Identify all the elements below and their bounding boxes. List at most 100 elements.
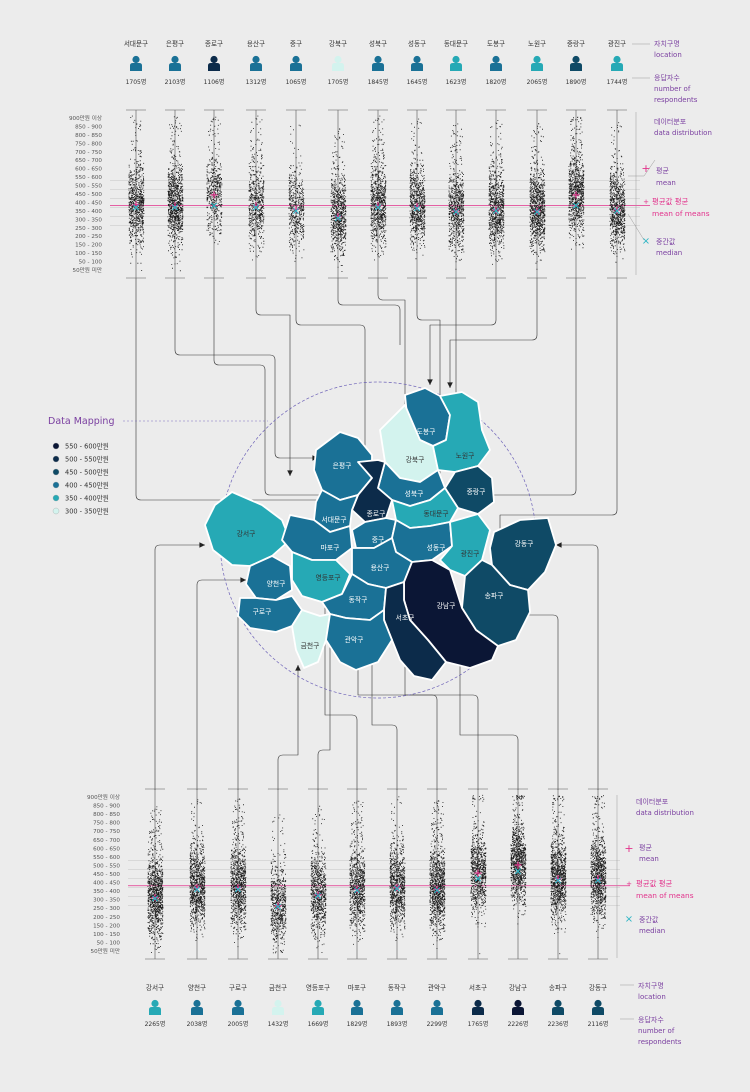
district-name: 도봉구 (487, 40, 505, 48)
side-label: respondents (654, 96, 698, 104)
respondent-count: 2065명 (527, 78, 548, 86)
connector-line (510, 614, 559, 790)
side-label: 데이터분포 (636, 797, 669, 806)
map-district-label: 노원구 (456, 451, 475, 460)
median-marker (493, 207, 499, 214)
median-marker (375, 204, 381, 211)
mean-symbol: + (624, 842, 633, 855)
district-name: 광진구 (608, 39, 626, 48)
connector-line (174, 278, 318, 459)
median-marker (573, 202, 579, 209)
respondent-person-icon (472, 999, 484, 1015)
strip-dots (288, 124, 305, 262)
scale-tick-label: 150 - 200 (75, 243, 102, 249)
district-name: 서대문구 (124, 39, 148, 48)
district-strip-구로구 (228, 788, 248, 960)
strip-dots (230, 798, 247, 948)
data-mapping-label: Data Mapping (48, 416, 114, 427)
map-district-label: 양천구 (267, 579, 286, 588)
mean-marker (533, 207, 541, 215)
scale-tick-label: 800 - 850 (93, 812, 120, 818)
scale-tick-label: 350 - 400 (93, 889, 120, 895)
median-marker (133, 204, 139, 211)
connector-arrow (427, 379, 433, 385)
strip-dots (349, 800, 366, 945)
respondent-count: 2038명 (187, 1020, 208, 1028)
respondent-count: 1432명 (268, 1020, 289, 1028)
legend-label: 450 - 500만원 (65, 468, 109, 477)
legend-label: 350 - 400만원 (65, 494, 109, 503)
district-shape-강서구 (204, 491, 291, 567)
connector-line (499, 278, 618, 548)
side-label: 응답자수 (654, 73, 680, 82)
district-shape-마포구 (281, 514, 353, 561)
connector-line (459, 632, 519, 790)
district-name: 중랑구 (567, 40, 585, 48)
district-strip-도봉구 (486, 109, 506, 279)
median-marker (275, 903, 281, 910)
strip-dots (330, 128, 347, 272)
connector-line (371, 608, 398, 790)
median-marker (335, 215, 341, 222)
bottom-district-strips: 900만원 이상 850 - 900 800 - 850 750 - 800 700 -… (87, 788, 630, 1028)
respondent-count: 1744명 (607, 78, 628, 86)
map-district-label: 강남구 (437, 601, 456, 610)
median-marker (434, 887, 440, 894)
scale-tick-label: 50 - 100 (97, 940, 121, 946)
respondent-person-icon (411, 55, 423, 71)
district-strip-성동구 (407, 109, 427, 279)
respondent-person-icon (450, 55, 462, 71)
map-district-label: 용산구 (371, 563, 390, 572)
side-label: location (638, 993, 666, 1001)
scale-tick-label: 50 - 100 (79, 260, 103, 266)
scale-tick-label: 150 - 200 (93, 923, 120, 929)
scale-tick-label: 800 - 850 (75, 133, 102, 139)
side-label: respondents (638, 1038, 682, 1046)
side-label: 평균값 평균 (652, 197, 689, 206)
district-strip-서초구 (468, 788, 488, 960)
map-legend: Data Mapping 550 - 600만원 500 - 550만원 450 - … (48, 416, 268, 516)
connector-line (449, 278, 538, 388)
strip-dots (429, 800, 446, 949)
scale-tick-label: 550 - 600 (93, 855, 120, 861)
district-name: 영등포구 (306, 983, 330, 992)
side-label: mean (639, 855, 659, 863)
district-strip-동작구 (387, 788, 407, 960)
median-marker (194, 886, 200, 893)
scale-tick-label: 250 - 300 (75, 226, 102, 232)
side-label: data distribution (636, 809, 694, 817)
connector-arrow (287, 470, 293, 476)
strip-dots (448, 123, 465, 270)
district-name: 노원구 (528, 39, 546, 48)
median-marker (211, 202, 217, 209)
side-label: median (656, 249, 682, 257)
scale-tick-label: 750 - 800 (75, 141, 102, 147)
strip-dots (590, 795, 607, 938)
side-label: 자치구명 (654, 39, 680, 48)
strip-dots (529, 123, 546, 270)
district-strip-강남구 (508, 788, 528, 960)
district-name: 양천구 (188, 983, 206, 992)
connector-line (154, 544, 205, 790)
connector-line (196, 579, 246, 790)
side-label: mean of means (652, 209, 710, 218)
district-strip-강서구 (145, 788, 165, 960)
legend-label: 400 - 450만원 (65, 481, 109, 490)
scale-tick-label: 50만원 미만 (91, 947, 120, 955)
map-district-label: 강북구 (406, 455, 425, 464)
strip-dots (488, 120, 505, 265)
mean-marker (433, 885, 441, 893)
legend-swatch (52, 507, 60, 515)
scale-tick-label: 850 - 900 (75, 124, 102, 130)
legend-swatch (52, 468, 60, 476)
connector-line (404, 636, 479, 790)
respondent-person-icon (191, 999, 203, 1015)
district-name: 동작구 (388, 983, 406, 992)
side-label: data distribution (654, 129, 712, 137)
district-shape-관악구 (325, 609, 393, 671)
legend-swatch (52, 442, 60, 450)
district-strip-관악구 (427, 788, 447, 960)
side-label: mean of means (636, 891, 694, 900)
respondent-person-icon (611, 55, 623, 71)
map-district-label: 성북구 (405, 489, 424, 498)
